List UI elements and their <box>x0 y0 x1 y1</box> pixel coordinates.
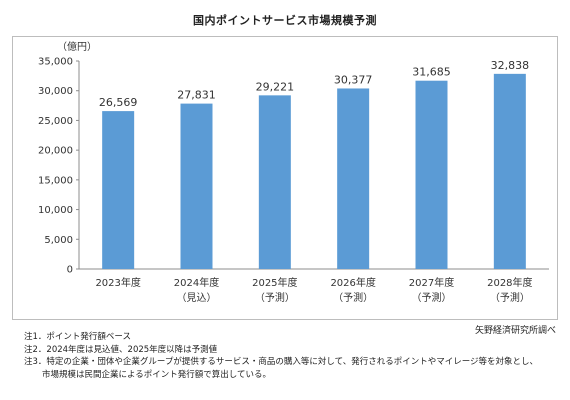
footnote-3-continuation: 市場規模は民間企業によるポイント発行額で算出している。 <box>42 369 271 380</box>
x-tick-label: 2028年度 <box>487 276 532 289</box>
data-label: 30,377 <box>334 73 373 86</box>
x-tick-label: 2024年度 <box>174 276 219 289</box>
y-tick-label: 25,000 <box>38 116 73 127</box>
y-unit-label: （億円） <box>57 40 97 53</box>
x-tick-label: 2027年度 <box>409 276 454 289</box>
y-tick-label: 35,000 <box>38 57 73 68</box>
x-tick-sublabel: （予測） <box>255 291 295 304</box>
y-tick-label: 0 <box>67 265 73 276</box>
x-tick-label: 2023年度 <box>95 276 140 289</box>
bar-2028年度 <box>493 73 526 270</box>
y-tick-label: 30,000 <box>38 86 73 97</box>
x-tick-label: 2026年度 <box>330 276 375 289</box>
y-tick-label: 5,000 <box>44 235 73 246</box>
footnote-3: 注3．特定の企業・団体や企業グループが提供するサービス・商品の購入等に対して、発… <box>24 357 539 367</box>
data-label: 32,838 <box>491 59 530 72</box>
source-credit: 矢野経済研究所調べ <box>474 326 556 336</box>
chart-title: 国内ポイントサービス市場規模予測 <box>193 14 377 27</box>
x-tick-sublabel: （予測） <box>412 291 452 304</box>
bar-2025年度 <box>258 95 291 269</box>
y-tick-label: 15,000 <box>38 175 73 186</box>
bar-2026年度 <box>337 88 370 269</box>
data-label: 27,831 <box>177 89 216 102</box>
y-tick-label: 10,000 <box>38 205 73 216</box>
x-tick-sublabel: （予測） <box>333 291 373 304</box>
footnotes: 注1．ポイント発行額ベース 注2．2024年度は見込値、2025年度以降は予測値… <box>24 331 554 381</box>
x-tick-label: 2025年度 <box>252 276 297 289</box>
chart-area: （億円） 0 5,000 10,000 15,000 20,000 25,000 30,000… <box>12 36 558 320</box>
x-tick-sublabel: （予測） <box>490 291 530 304</box>
footnote-1: 注1．ポイント発行額ベース <box>24 332 131 342</box>
footnote-2: 注2．2024年度は見込値、2025年度以降は予測値 <box>24 344 218 355</box>
x-tick-sublabel: （見込） <box>177 292 217 304</box>
bar-chart: （億円） 0 5,000 10,000 15,000 20,000 25,000 30,000… <box>38 40 549 304</box>
y-tick-label: 20,000 <box>38 146 73 157</box>
data-label: 29,221 <box>256 80 295 93</box>
bar-2027年度 <box>415 80 448 269</box>
bar-2023年度 <box>102 111 135 270</box>
bar-2024年度 <box>180 103 213 269</box>
data-label: 31,685 <box>412 66 451 79</box>
data-label: 26,569 <box>99 96 138 109</box>
